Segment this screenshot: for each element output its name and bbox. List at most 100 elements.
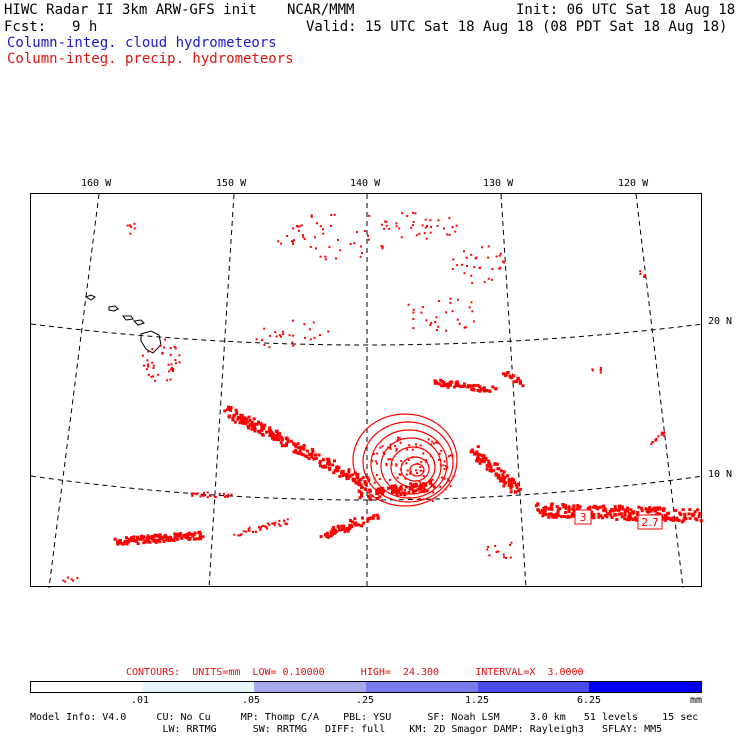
precip-cell <box>275 438 279 442</box>
precip-cell <box>603 514 607 517</box>
precip-cell <box>375 497 379 500</box>
precip-cell <box>236 417 240 421</box>
precip-cell <box>368 214 371 217</box>
precip-cell <box>335 466 339 470</box>
precip-cell <box>449 380 453 384</box>
precip-cell <box>298 225 301 228</box>
precip-cell <box>563 504 567 508</box>
precip-cell <box>495 551 498 553</box>
precip-cell <box>333 469 337 472</box>
precip-cell <box>509 490 513 494</box>
precip-cell <box>518 381 522 385</box>
precip-cell <box>340 524 344 528</box>
precip-cell <box>250 427 254 431</box>
precip-cell <box>165 538 169 542</box>
precip-cell <box>391 488 395 492</box>
precip-cell <box>560 515 564 519</box>
precip-cell <box>620 505 624 509</box>
precip-cell <box>567 508 571 512</box>
precip-cell <box>422 452 425 455</box>
precip-cell <box>292 243 295 245</box>
precip-cell <box>327 458 331 462</box>
precip-cell <box>567 510 571 513</box>
precip-cell <box>349 242 352 245</box>
precip-cell <box>399 441 402 444</box>
precip-cell <box>609 513 613 517</box>
precip-cell <box>136 537 139 541</box>
precip-cell <box>626 506 630 510</box>
precip-cell <box>192 537 196 541</box>
precip-cell <box>280 444 284 448</box>
precip-cell <box>564 511 568 514</box>
precip-cell <box>454 230 457 233</box>
precip-cell <box>426 225 428 228</box>
precip-cell <box>443 477 446 480</box>
precip-cell <box>196 492 199 495</box>
precip-cell <box>386 486 390 490</box>
precip-cell <box>265 430 268 434</box>
precip-cell <box>232 413 236 417</box>
precip-cell <box>237 534 240 537</box>
precip-cell <box>487 462 491 466</box>
precip-cell <box>435 441 437 444</box>
precip-cell <box>322 458 325 462</box>
precip-cell <box>268 426 272 430</box>
precip-cell <box>476 389 480 392</box>
precip-cell <box>563 515 567 518</box>
precip-cell <box>338 528 342 532</box>
precip-cell <box>297 446 301 450</box>
precip-cell <box>242 530 245 533</box>
precip-cell <box>378 495 382 499</box>
precip-cell <box>422 486 426 490</box>
precip-cell <box>546 507 550 511</box>
precip-cell <box>491 268 494 271</box>
init-time: Init: 06 UTC Sat 18 Aug 18 <box>516 2 736 18</box>
precip-cell <box>454 381 458 385</box>
precip-cell <box>662 434 665 437</box>
precip-cell <box>288 334 291 337</box>
precip-cell <box>166 379 169 382</box>
precip-cell <box>317 453 321 457</box>
precip-cell <box>412 485 416 489</box>
precip-cell <box>650 443 653 446</box>
precip-cell <box>516 482 520 486</box>
precip-cell <box>218 492 221 495</box>
precip-cell <box>381 492 384 496</box>
precip-cell <box>354 481 358 485</box>
precip-cell <box>168 538 172 542</box>
precip-cell <box>695 518 699 522</box>
precip-cell <box>148 540 152 544</box>
precip-cell <box>509 486 513 490</box>
precip-cell <box>400 236 403 239</box>
precip-cell <box>332 471 336 475</box>
precip-cell <box>463 326 466 329</box>
precip-cell <box>656 506 660 510</box>
precip-cell <box>252 417 256 421</box>
precip-cell <box>263 423 267 427</box>
colorbar-label-2: .25 <box>356 695 375 706</box>
precip-cell <box>671 518 675 522</box>
precip-cell <box>549 505 553 509</box>
precip-cell <box>140 534 144 538</box>
precip-cell <box>368 517 372 520</box>
precip-cell <box>485 467 489 471</box>
precip-cell <box>655 437 658 440</box>
precip-cell <box>423 232 426 235</box>
precip-cell <box>170 538 174 542</box>
precip-cell <box>432 485 436 489</box>
precip-cell <box>456 298 459 301</box>
precip-cell <box>445 311 447 314</box>
precip-cell <box>482 456 486 460</box>
precip-cell <box>507 479 511 483</box>
precip-cell <box>599 505 603 509</box>
precip-cell <box>286 440 290 444</box>
precip-cell <box>380 245 383 248</box>
precip-cell <box>171 369 174 372</box>
precip-cell <box>681 508 685 512</box>
precip-cell <box>433 381 437 385</box>
colorbar-segment-1 <box>142 682 255 692</box>
precip-cell <box>443 468 446 470</box>
precip-cell <box>142 541 146 545</box>
precip-cell <box>397 436 399 439</box>
precip-cell <box>133 227 136 230</box>
